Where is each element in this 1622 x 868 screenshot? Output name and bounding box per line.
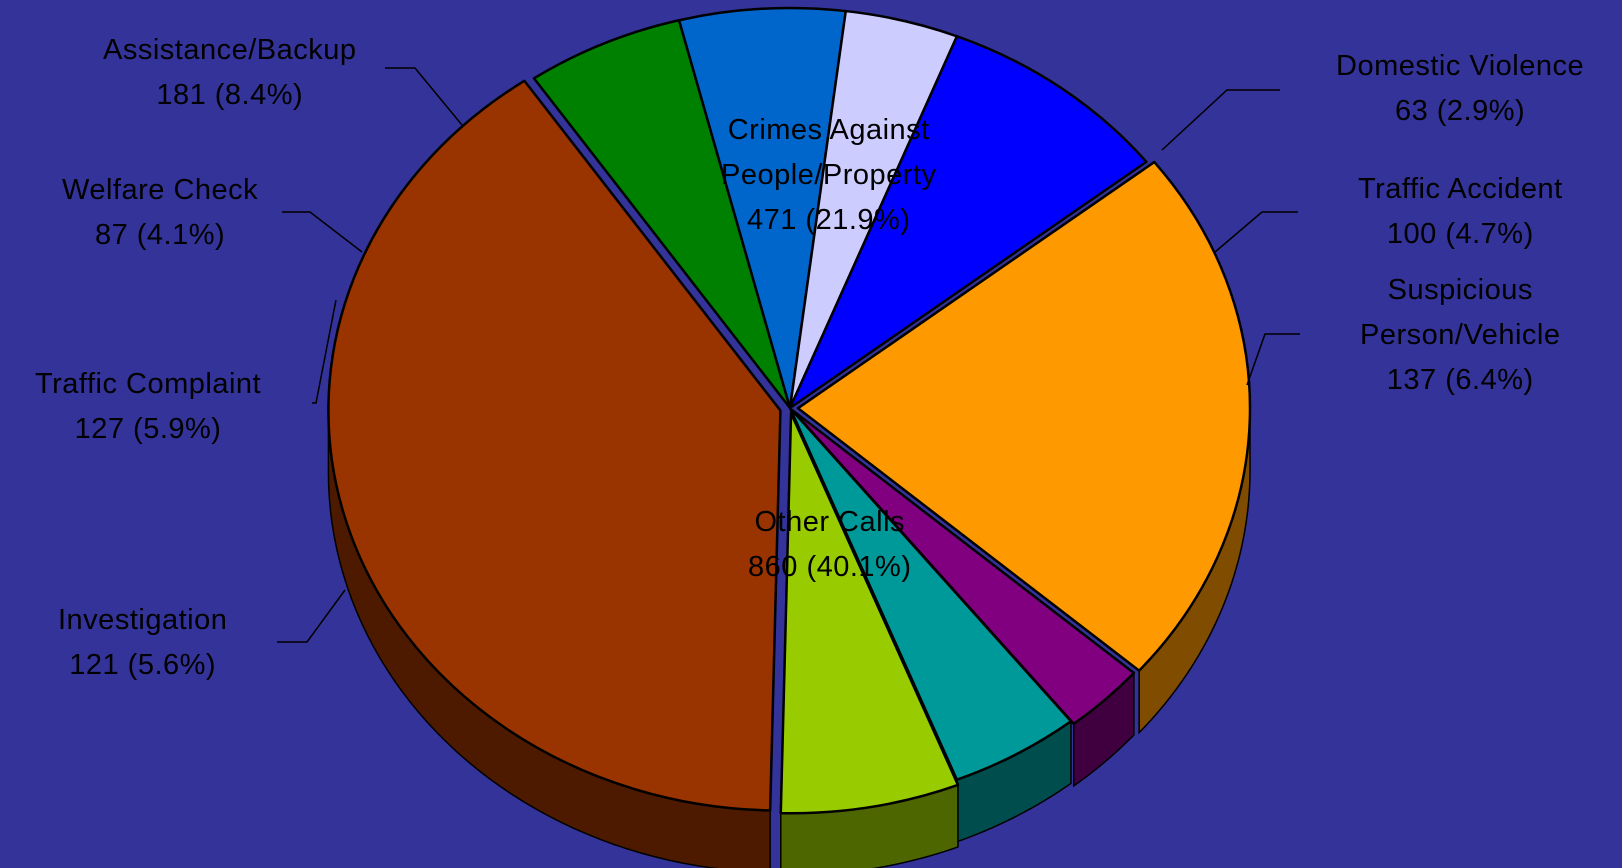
slice-label-name: Traffic Accident: [1358, 173, 1563, 205]
slice-label-value: 471 (21.9%): [746, 204, 911, 236]
slice-label-domestic: Domestic Violence 63 (2.9%): [1336, 44, 1584, 134]
slice-label-investigation: Investigation 121 (5.6%): [58, 598, 227, 688]
leader-line-accident: [1214, 211, 1298, 253]
slice-investigation: [532, 18, 792, 410]
slice-label-name: Welfare Check: [62, 174, 259, 206]
leader-line-traffic_complaint: [312, 299, 337, 404]
leader-lines: [277, 67, 1300, 643]
slice-assistance: [788, 35, 1148, 410]
slice-label-value: 127 (5.9%): [74, 413, 222, 445]
slice-label-name: People/Property: [721, 159, 937, 191]
slice-accident: [788, 406, 1073, 781]
slice-label-accident: Traffic Accident 100 (4.7%): [1358, 167, 1563, 257]
slice-label-value: 87 (4.1%): [94, 219, 226, 251]
slice-domestic: [791, 409, 1136, 726]
leader-line-welfare: [282, 211, 363, 253]
slice-label-value: 860 (40.1%): [748, 551, 912, 583]
slice-label-name: Assistance/Backup: [103, 34, 357, 66]
slice-label-value: 100 (4.7%): [1386, 218, 1534, 250]
slice-label-assistance: Assistance/Backup 181 (8.4%): [103, 28, 357, 118]
slice-label-name: Person/Vehicle: [1360, 319, 1561, 351]
slice-label-value: 63 (2.9%): [1394, 95, 1526, 127]
slice-label-name: Other Calls: [754, 506, 906, 538]
slice-label-other: Other Calls 860 (40.1%): [748, 500, 912, 590]
slice-label-value: 121 (5.6%): [69, 649, 217, 681]
slice-label-suspicious: Suspicious Person/Vehicle 137 (6.4%): [1360, 268, 1560, 403]
slice-label-name: Traffic Complaint: [35, 368, 262, 400]
slice-traffic_complaint: [677, 6, 848, 410]
slice-other: [327, 79, 782, 812]
leader-line-assistance: [385, 67, 463, 126]
leader-line-investigation: [277, 589, 346, 643]
slice-suspicious: [779, 411, 960, 815]
slice-label-name: Crimes Against: [727, 114, 930, 146]
slice-label-value: 137 (6.4%): [1386, 364, 1534, 396]
slice-label-traffic_complaint: Traffic Complaint 127 (5.9%): [35, 362, 261, 452]
slice-label-name: Domestic Violence: [1336, 50, 1585, 82]
slice-label-name: Suspicious: [1387, 274, 1533, 306]
leader-line-suspicious: [1246, 333, 1300, 386]
pie-top-layer: [327, 6, 1252, 815]
slice-label-value: 181 (8.4%): [156, 79, 304, 111]
slice-label-welfare: Welfare Check 87 (4.1%): [62, 168, 258, 258]
slice-crimes: [796, 160, 1252, 672]
slice-label-crimes: Crimes Against People/Property 471 (21.9%): [721, 108, 936, 243]
pie-depth-layer: [327, 408, 1251, 868]
slice-label-name: Investigation: [58, 604, 228, 636]
leader-line-domestic: [1161, 89, 1280, 151]
